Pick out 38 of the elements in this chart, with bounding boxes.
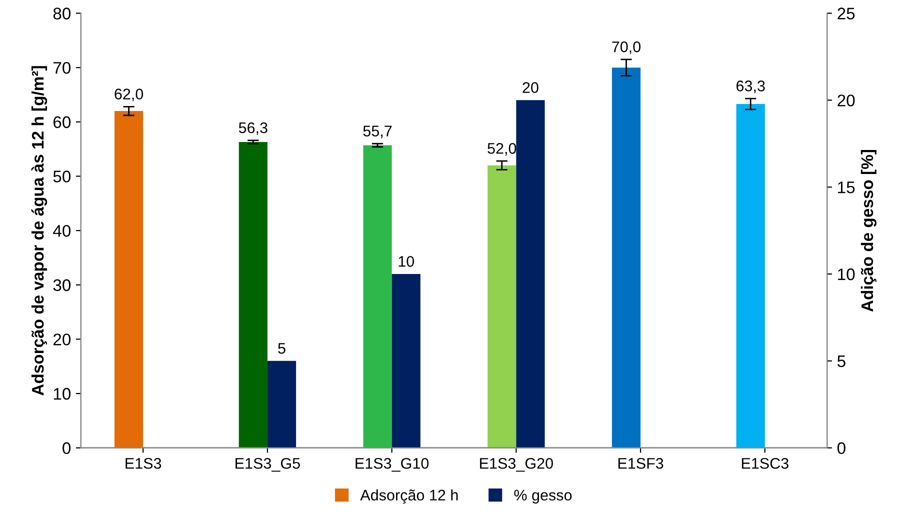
x-tick-label: E1SF3 xyxy=(618,458,664,469)
data-label: 5 xyxy=(278,343,286,354)
x-tick-label: E1S3_G5 xyxy=(236,458,300,472)
bar xyxy=(114,111,144,448)
y-axis-title: Adsorção de vapor de água às 12 h [g/m²] xyxy=(31,66,48,396)
bar xyxy=(736,104,765,448)
data-label: 70,0 xyxy=(612,41,641,54)
y-tick-label: 60 xyxy=(54,116,71,128)
y-tick-label: 10 xyxy=(54,388,71,400)
y-tick-label: 40 xyxy=(53,224,71,237)
data-label: 10 xyxy=(398,256,414,267)
legend-label: % gesso xyxy=(514,490,572,504)
x-tick-label: E1S3 xyxy=(126,458,162,469)
y-tick-label: 80 xyxy=(53,8,71,20)
data-label: 63,3 xyxy=(736,80,765,94)
legend-label: Adsorção 12 h xyxy=(360,489,458,504)
y-tick-label: 0 xyxy=(62,442,71,454)
x-tick-label: E1S3_G10 xyxy=(356,458,429,472)
y2-tick-label: 25 xyxy=(838,8,855,20)
bar xyxy=(267,360,296,448)
bar xyxy=(238,142,268,448)
data-label: 62,0 xyxy=(114,88,144,102)
y2-tick-label: 20 xyxy=(838,94,855,106)
x-tick-label: E1SC3 xyxy=(742,458,788,469)
y-tick-label: 20 xyxy=(53,334,71,346)
y2-tick-label: 10 xyxy=(838,268,855,280)
data-label: 56,3 xyxy=(238,122,268,135)
y2-axis-title: Adição de gesso [%] xyxy=(860,150,877,312)
data-label: 55,7 xyxy=(363,126,392,138)
y2-tick-label: 0 xyxy=(837,442,846,454)
bar xyxy=(612,68,641,448)
y2-tick-label: 15 xyxy=(838,182,855,194)
y-tick-label: 50 xyxy=(53,170,71,182)
y2-tick-label: 5 xyxy=(837,356,846,368)
data-label: 20 xyxy=(522,82,538,93)
y-tick-label: 70 xyxy=(54,62,71,74)
x-tick-label: E1S3_G20 xyxy=(480,458,553,472)
y-tick-label: 30 xyxy=(53,279,71,292)
